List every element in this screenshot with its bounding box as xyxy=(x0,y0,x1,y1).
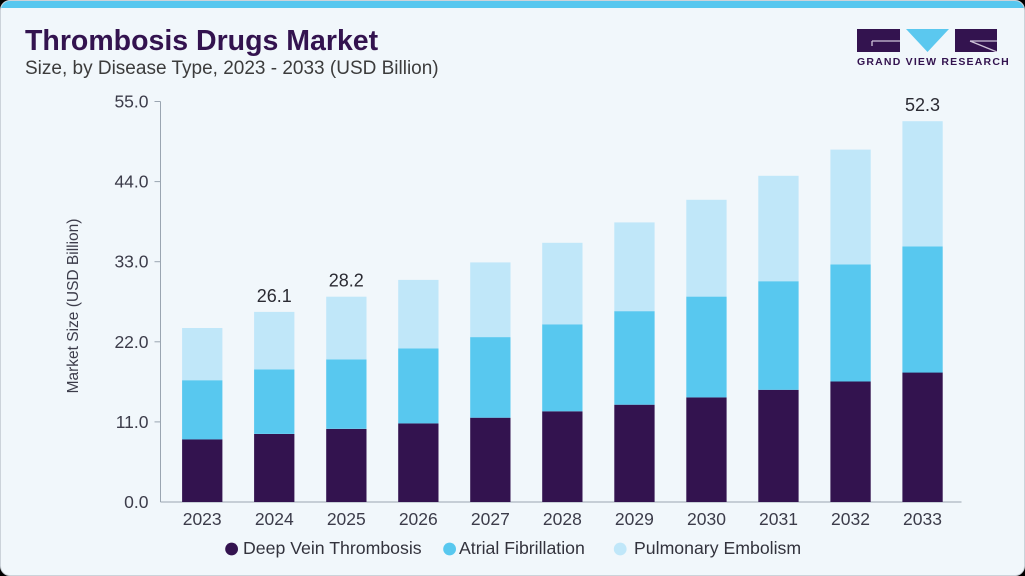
svg-text:2029: 2029 xyxy=(615,509,654,529)
svg-text:2024: 2024 xyxy=(255,509,294,529)
svg-text:Pulmonary Embolism: Pulmonary Embolism xyxy=(634,538,801,558)
svg-text:26.1: 26.1 xyxy=(257,286,292,306)
svg-text:2030: 2030 xyxy=(687,509,726,529)
svg-text:33.0: 33.0 xyxy=(114,252,148,272)
svg-text:Deep Vein Thrombosis: Deep Vein Thrombosis xyxy=(243,538,422,558)
svg-text:2028: 2028 xyxy=(543,509,582,529)
svg-text:0.0: 0.0 xyxy=(124,492,149,512)
svg-text:11.0: 11.0 xyxy=(116,412,149,432)
svg-text:22.0: 22.0 xyxy=(114,332,148,352)
svg-text:2025: 2025 xyxy=(327,509,366,529)
svg-text:2023: 2023 xyxy=(183,509,222,529)
svg-text:2026: 2026 xyxy=(399,509,438,529)
svg-text:Market Size (USD Billion): Market Size (USD Billion) xyxy=(65,219,82,394)
svg-text:28.2: 28.2 xyxy=(329,271,364,291)
svg-text:2027: 2027 xyxy=(471,509,510,529)
svg-text:2031: 2031 xyxy=(759,509,798,529)
svg-text:Atrial Fibrillation: Atrial Fibrillation xyxy=(459,538,585,558)
svg-text:2032: 2032 xyxy=(831,509,870,529)
svg-text:52.3: 52.3 xyxy=(905,95,940,115)
svg-text:2033: 2033 xyxy=(903,509,942,529)
svg-text:44.0: 44.0 xyxy=(114,172,148,192)
svg-text:55.0: 55.0 xyxy=(114,92,148,112)
